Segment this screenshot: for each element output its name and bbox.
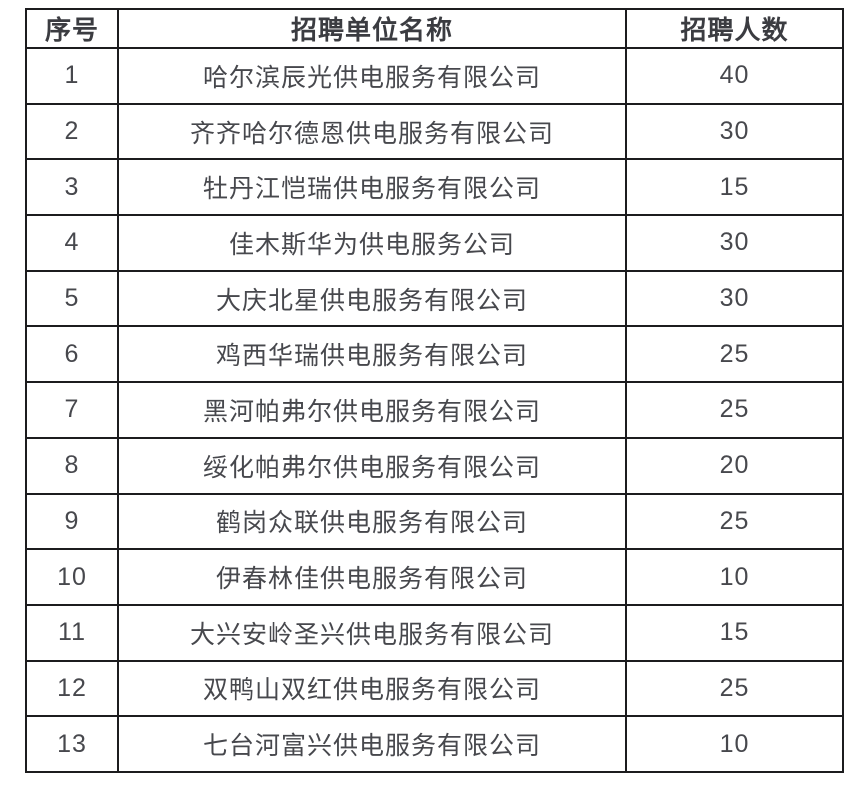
recruit-count-cell: 40	[625, 47, 844, 105]
table-row: 1 哈尔滨辰光供电服务有限公司 40	[25, 47, 844, 105]
table-row: 12 双鸭山双红供电服务有限公司 25	[25, 659, 844, 718]
table-row: 10 伊春林佳供电服务有限公司 10	[25, 548, 844, 606]
table-row: 3 牡丹江恺瑞供电服务有限公司 15	[25, 158, 844, 217]
serial-number-cell: 9	[25, 492, 119, 551]
unit-name-cell: 佳木斯华为供电服务公司	[117, 214, 627, 272]
column-header-unit-name: 招聘单位名称	[117, 8, 627, 49]
serial-number-cell: 1	[25, 47, 119, 105]
serial-number-cell: 13	[25, 715, 119, 773]
serial-number-cell: 8	[25, 436, 119, 495]
table-row: 6 鸡西华瑞供电服务有限公司 25	[25, 325, 844, 384]
unit-name-cell: 伊春林佳供电服务有限公司	[117, 548, 627, 606]
serial-number-cell: 12	[25, 659, 119, 718]
serial-number-cell: 4	[25, 214, 119, 272]
recruit-count-cell: 30	[625, 214, 844, 272]
unit-name-cell: 牡丹江恺瑞供电服务有限公司	[117, 158, 627, 217]
unit-name-cell: 大庆北星供电服务有限公司	[117, 269, 627, 328]
table-row: 13 七台河富兴供电服务有限公司 10	[25, 715, 844, 773]
recruit-count-cell: 10	[625, 548, 844, 606]
table-header-row: 序号 招聘单位名称 招聘人数	[25, 8, 844, 49]
recruit-count-cell: 10	[625, 715, 844, 773]
recruit-count-cell: 15	[625, 603, 844, 662]
unit-name-cell: 齐齐哈尔德恩供电服务有限公司	[117, 102, 627, 161]
unit-name-cell: 鸡西华瑞供电服务有限公司	[117, 325, 627, 384]
recruitment-table: 序号 招聘单位名称 招聘人数 1 哈尔滨辰光供电服务有限公司 40 2 齐齐哈尔…	[25, 8, 844, 773]
recruit-count-cell: 30	[625, 102, 844, 161]
recruit-count-cell: 25	[625, 659, 844, 718]
table-row: 5 大庆北星供电服务有限公司 30	[25, 269, 844, 328]
column-header-recruit-count: 招聘人数	[625, 8, 844, 49]
unit-name-cell: 哈尔滨辰光供电服务有限公司	[117, 47, 627, 105]
table-row: 2 齐齐哈尔德恩供电服务有限公司 30	[25, 102, 844, 161]
serial-number-cell: 11	[25, 603, 119, 662]
serial-number-cell: 3	[25, 158, 119, 217]
table-row: 8 绥化帕弗尔供电服务有限公司 20	[25, 436, 844, 495]
recruit-count-cell: 25	[625, 325, 844, 384]
unit-name-cell: 双鸭山双红供电服务有限公司	[117, 659, 627, 718]
table-body: 1 哈尔滨辰光供电服务有限公司 40 2 齐齐哈尔德恩供电服务有限公司 30 3…	[25, 47, 844, 773]
serial-number-cell: 2	[25, 102, 119, 161]
serial-number-cell: 7	[25, 381, 119, 439]
unit-name-cell: 黑河帕弗尔供电服务有限公司	[117, 381, 627, 439]
recruit-count-cell: 25	[625, 492, 844, 551]
column-header-serial-number: 序号	[25, 8, 119, 49]
recruit-count-cell: 15	[625, 158, 844, 217]
unit-name-cell: 七台河富兴供电服务有限公司	[117, 715, 627, 773]
serial-number-cell: 5	[25, 269, 119, 328]
table-row: 4 佳木斯华为供电服务公司 30	[25, 214, 844, 272]
table-row: 11 大兴安岭圣兴供电服务有限公司 15	[25, 603, 844, 662]
recruit-count-cell: 20	[625, 436, 844, 495]
recruit-count-cell: 25	[625, 381, 844, 439]
unit-name-cell: 绥化帕弗尔供电服务有限公司	[117, 436, 627, 495]
table-row: 9 鹤岗众联供电服务有限公司 25	[25, 492, 844, 551]
unit-name-cell: 鹤岗众联供电服务有限公司	[117, 492, 627, 551]
table-row: 7 黑河帕弗尔供电服务有限公司 25	[25, 381, 844, 439]
unit-name-cell: 大兴安岭圣兴供电服务有限公司	[117, 603, 627, 662]
recruit-count-cell: 30	[625, 269, 844, 328]
serial-number-cell: 6	[25, 325, 119, 384]
serial-number-cell: 10	[25, 548, 119, 606]
